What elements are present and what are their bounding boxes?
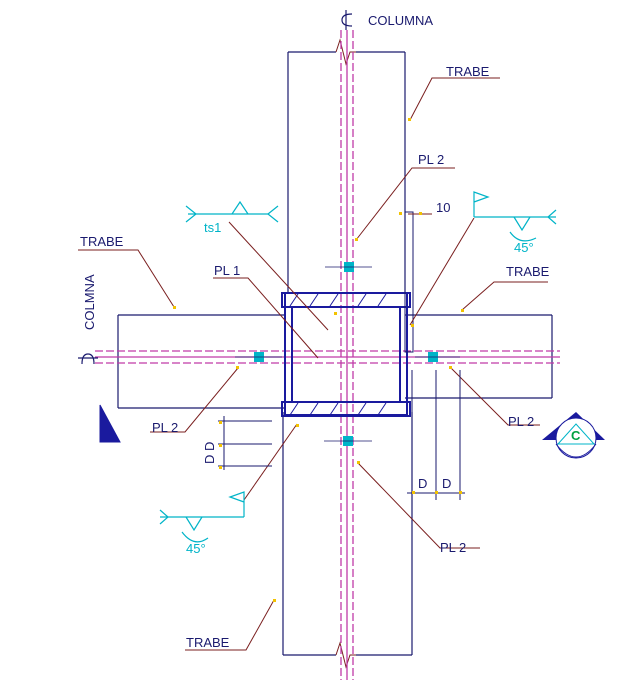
pl2-right-label: PL 2 xyxy=(508,414,534,429)
centerline-symbol-left xyxy=(78,353,98,365)
yellow-markers xyxy=(173,118,464,602)
trabe-top-right-label: TRABE xyxy=(446,64,490,79)
dim-10-label: 10 xyxy=(436,200,450,215)
trabe-left-label: TRABE xyxy=(80,234,124,249)
angle-45-left-label: 45° xyxy=(186,541,206,556)
marker-crosshairs xyxy=(235,266,460,442)
edge-flag-symbol xyxy=(99,404,121,443)
right-stiffener-plate xyxy=(404,211,414,353)
trabe-bottom-label: TRABE xyxy=(186,635,230,650)
cl-columna-top-label: COLUMNA xyxy=(368,13,433,28)
weld-symbol-c xyxy=(542,412,605,459)
upper-break-mark xyxy=(335,38,356,66)
dd-horizontal-label-1: D xyxy=(418,476,427,491)
joint-hatching xyxy=(289,293,387,416)
dd-horizontal-label-2: D xyxy=(442,476,451,491)
vertical-centerline xyxy=(340,30,354,680)
angle-45-right-label: 45° xyxy=(514,240,534,255)
pl1-label: PL 1 xyxy=(214,263,240,278)
trabe-right-label: TRABE xyxy=(506,264,550,279)
left-horizontal-member xyxy=(117,314,285,409)
weld-symbol-top-right xyxy=(473,191,557,242)
cyan-markers xyxy=(254,262,438,446)
weld-c-label: C xyxy=(571,428,581,443)
pl2-left-label: PL 2 xyxy=(152,420,178,435)
dd-vertical-label: D D xyxy=(202,442,217,464)
pl2-bottom-label: PL 2 xyxy=(440,540,466,555)
centerline-symbol-top xyxy=(341,10,353,30)
cl-colmna-left-label: COLMNA xyxy=(82,274,97,330)
weld-symbol-ts1 xyxy=(185,200,279,223)
pl2-top-label: PL 2 xyxy=(418,152,444,167)
horizontal-centerline xyxy=(95,350,560,364)
lower-break-mark xyxy=(335,641,356,669)
leader-lines xyxy=(78,77,548,651)
joint-box xyxy=(281,292,411,417)
dimension-lines xyxy=(218,370,465,500)
weld-symbol-bottom-left xyxy=(159,491,245,543)
weld-ts1-label: ts1 xyxy=(204,220,221,235)
